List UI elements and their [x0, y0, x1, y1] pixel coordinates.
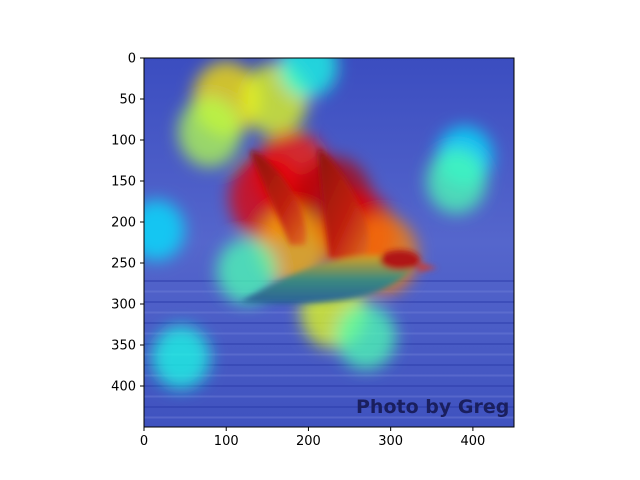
heatmap-hotspot [216, 238, 277, 304]
y-tick-label: 0 [128, 52, 136, 67]
bird-wing-left [250, 150, 307, 245]
x-tick-label: 0 [140, 434, 148, 449]
water-streak [144, 364, 514, 366]
x-tick-label: 100 [214, 434, 239, 449]
y-tick-label: 250 [111, 257, 136, 272]
y-tick-label: 300 [111, 298, 136, 313]
x-tick-label: 200 [296, 434, 321, 449]
y-tick-label: 50 [119, 93, 136, 108]
x-axis: 0 100 200 300 400 [140, 427, 485, 449]
x-tick-label: 300 [378, 434, 403, 449]
watermark-text: Photo by Greg L [356, 396, 528, 418]
bird-body [240, 255, 415, 304]
heatmap-hotspot [151, 325, 211, 389]
heatmap-image: Photo by Greg L [144, 58, 528, 427]
heatmap-hotspot [335, 304, 397, 370]
y-tick-label: 150 [111, 175, 136, 190]
y-tick-label: 100 [111, 134, 136, 149]
bird-wing-right [318, 148, 369, 258]
heatmap-hotspot [426, 148, 487, 214]
water-streak [144, 406, 514, 408]
water-streak [144, 395, 514, 398]
y-tick-label: 200 [111, 216, 136, 231]
y-tick-label: 400 [111, 380, 136, 395]
heatmap-hotspot [279, 58, 338, 98]
water-streak [144, 353, 514, 356]
water-streak [144, 385, 514, 387]
water-streak [144, 416, 514, 419]
y-axis: 0 50 100 150 200 250 300 350 400 [111, 52, 144, 395]
bird-beak [418, 262, 438, 272]
y-tick-label: 350 [111, 339, 136, 354]
x-tick-label: 400 [460, 434, 485, 449]
water-streak [144, 374, 514, 377]
heatmap-hotspot [144, 199, 185, 261]
plot-frame [143, 57, 515, 428]
heatmap-hotspot [177, 96, 242, 167]
bird-image [240, 148, 438, 304]
bird-head [380, 250, 420, 270]
